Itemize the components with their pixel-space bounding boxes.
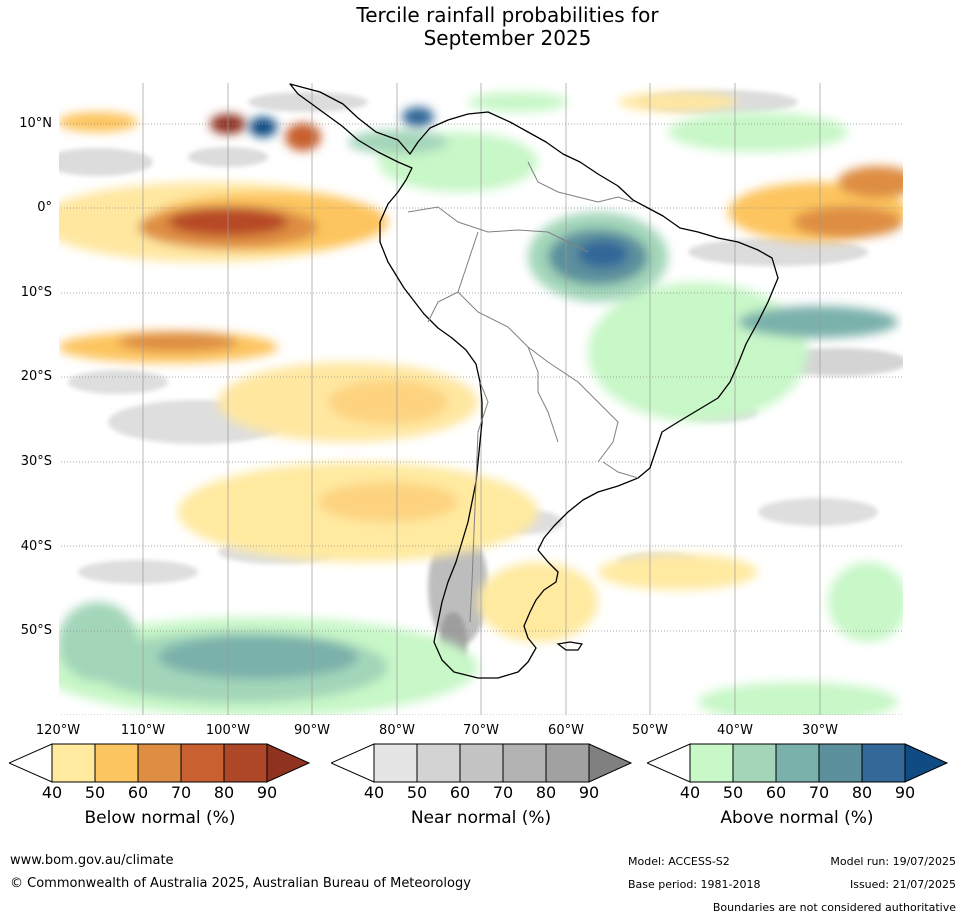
colorbar-above-normal — [647, 743, 949, 783]
below-tick-40: 40 — [41, 783, 63, 802]
lat-label-20s: 20°S — [20, 369, 52, 384]
near-normal-swatch-50 — [416, 743, 461, 783]
lat-label-40s: 40°S — [20, 539, 52, 554]
near-tick-50: 50 — [406, 783, 428, 802]
colorbar-near-normal — [331, 743, 633, 783]
near-tick-60: 60 — [449, 783, 471, 802]
near-normal-swatch-80 — [545, 743, 590, 783]
lon-label-90w: 90°W — [294, 723, 330, 738]
map-title: Tercile rainfall probabilities for Septe… — [0, 4, 965, 50]
near-tick-80: 80 — [535, 783, 557, 802]
below-normal-min-arrow — [9, 743, 53, 783]
above-tick-40: 40 — [679, 783, 701, 802]
south-america-coastline — [289, 83, 779, 679]
lon-label-50w: 50°W — [632, 723, 668, 738]
rainfall-probability-map — [58, 82, 904, 716]
lon-label-120w: 120°W — [35, 723, 81, 738]
above-tick-70: 70 — [808, 783, 830, 802]
above-normal-swatch-60 — [775, 743, 820, 783]
below-normal-swatch-80 — [223, 743, 268, 783]
below-normal-max-arrow — [266, 743, 311, 783]
below-tick-60: 60 — [127, 783, 149, 802]
below-tick-90: 90 — [256, 783, 278, 802]
lon-label-80w: 80°W — [379, 723, 415, 738]
near-normal-label: Near normal (%) — [410, 808, 552, 828]
falkland-islands — [556, 641, 584, 651]
lon-label-110w: 110°W — [120, 723, 166, 738]
near-normal-max-arrow — [588, 743, 633, 783]
boundary-disclaimer: Boundaries are not considered authoritat… — [712, 901, 956, 914]
above-tick-80: 80 — [851, 783, 873, 802]
near-normal-swatch-60 — [459, 743, 504, 783]
title-line-2: September 2025 — [423, 26, 592, 50]
colorbar-below-normal — [9, 743, 311, 783]
above-tick-90: 90 — [894, 783, 916, 802]
below-tick-80: 80 — [213, 783, 235, 802]
lat-label-50s: 50°S — [20, 623, 52, 638]
model-run-date: Model run: 19/07/2025 — [830, 855, 956, 868]
title-line-1: Tercile rainfall probabilities for — [356, 3, 659, 27]
above-normal-swatch-70 — [818, 743, 863, 783]
above-normal-field — [58, 92, 904, 716]
near-tick-70: 70 — [492, 783, 514, 802]
lat-label-30s: 30°S — [20, 454, 52, 469]
meridians — [58, 82, 821, 716]
lon-label-40w: 40°W — [717, 723, 753, 738]
lon-label-100w: 100°W — [205, 723, 251, 738]
below-tick-70: 70 — [170, 783, 192, 802]
lat-label-10n: 10°N — [19, 116, 52, 131]
model-name: Model: ACCESS-S2 — [628, 855, 730, 868]
lon-label-60w: 60°W — [548, 723, 584, 738]
lon-label-70w: 70°W — [463, 723, 499, 738]
lat-label-10s: 10°S — [20, 285, 52, 300]
below-normal-field — [58, 92, 904, 642]
above-normal-max-arrow — [904, 743, 949, 783]
above-normal-swatch-50 — [732, 743, 777, 783]
below-normal-swatch-40 — [51, 743, 96, 783]
below-normal-swatch-50 — [94, 743, 139, 783]
above-tick-50: 50 — [722, 783, 744, 802]
below-normal-swatch-70 — [180, 743, 225, 783]
above-normal-swatch-80 — [861, 743, 906, 783]
near-tick-90: 90 — [578, 783, 600, 802]
below-normal-swatch-60 — [137, 743, 182, 783]
near-normal-min-arrow — [331, 743, 375, 783]
lon-label-30w: 30°W — [802, 723, 838, 738]
near-tick-40: 40 — [363, 783, 385, 802]
above-tick-60: 60 — [765, 783, 787, 802]
below-tick-50: 50 — [84, 783, 106, 802]
country-borders — [407, 161, 639, 623]
base-period: Base period: 1981-2018 — [628, 878, 761, 891]
above-normal-label: Above normal (%) — [720, 808, 874, 828]
below-normal-label: Below normal (%) — [84, 808, 236, 828]
above-normal-swatch-40 — [689, 743, 734, 783]
near-normal-swatch-40 — [373, 743, 418, 783]
lat-label-0: 0° — [37, 200, 52, 215]
bom-url: www.bom.gov.au/climate — [10, 853, 174, 868]
near-normal-swatch-70 — [502, 743, 547, 783]
above-normal-min-arrow — [647, 743, 691, 783]
copyright-notice: © Commonwealth of Australia 2025, Austra… — [10, 876, 471, 891]
issued-date: Issued: 21/07/2025 — [849, 878, 956, 891]
